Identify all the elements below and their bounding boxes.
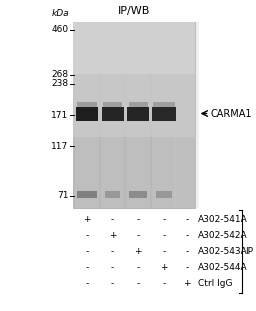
Bar — [129, 103, 148, 108]
Text: +: + — [134, 247, 142, 256]
Text: -: - — [185, 215, 188, 224]
Text: -: - — [137, 231, 140, 240]
Text: A302-543A: A302-543A — [198, 247, 247, 256]
Text: -: - — [86, 247, 89, 256]
Bar — [101, 22, 124, 208]
Bar — [126, 22, 150, 208]
Text: -: - — [86, 280, 89, 288]
Bar — [156, 191, 172, 198]
Bar — [102, 106, 124, 120]
Text: IP: IP — [245, 247, 253, 256]
Text: -: - — [86, 231, 89, 240]
Bar — [127, 106, 149, 120]
Bar — [73, 22, 195, 208]
Text: 171: 171 — [51, 111, 68, 119]
Text: Ctrl IgG: Ctrl IgG — [198, 280, 232, 288]
Bar — [78, 191, 97, 198]
Text: A302-541A: A302-541A — [198, 215, 247, 224]
Text: -: - — [137, 215, 140, 224]
Text: CARMA1: CARMA1 — [210, 109, 252, 118]
Bar — [153, 103, 175, 108]
Bar — [129, 191, 147, 198]
Bar — [103, 103, 122, 108]
Text: -: - — [111, 280, 114, 288]
Bar — [78, 103, 97, 108]
Text: 460: 460 — [51, 25, 68, 34]
Text: -: - — [162, 215, 165, 224]
Text: -: - — [137, 263, 140, 272]
Bar — [75, 22, 99, 208]
Text: IP/WB: IP/WB — [118, 6, 150, 16]
Text: -: - — [111, 247, 114, 256]
Text: 268: 268 — [51, 70, 68, 79]
Text: +: + — [183, 280, 191, 288]
Text: kDa: kDa — [51, 9, 69, 18]
Text: -: - — [111, 263, 114, 272]
Bar — [105, 191, 120, 198]
Text: +: + — [160, 263, 168, 272]
Text: 238: 238 — [51, 80, 68, 88]
Bar — [76, 106, 98, 120]
Text: -: - — [137, 280, 140, 288]
Text: -: - — [185, 247, 188, 256]
Text: -: - — [162, 247, 165, 256]
Text: -: - — [162, 231, 165, 240]
Text: 117: 117 — [51, 142, 68, 151]
Text: -: - — [185, 263, 188, 272]
Text: +: + — [109, 231, 116, 240]
Text: A302-544A: A302-544A — [198, 263, 247, 272]
Text: -: - — [185, 231, 188, 240]
Text: -: - — [86, 263, 89, 272]
Text: -: - — [162, 280, 165, 288]
Text: A302-542A: A302-542A — [198, 231, 247, 240]
Bar — [73, 22, 195, 137]
Text: -: - — [111, 215, 114, 224]
Text: 71: 71 — [57, 192, 68, 200]
Bar — [73, 22, 195, 74]
Bar — [152, 22, 176, 208]
Text: +: + — [83, 215, 91, 224]
Bar — [175, 22, 199, 208]
Bar — [152, 106, 176, 120]
